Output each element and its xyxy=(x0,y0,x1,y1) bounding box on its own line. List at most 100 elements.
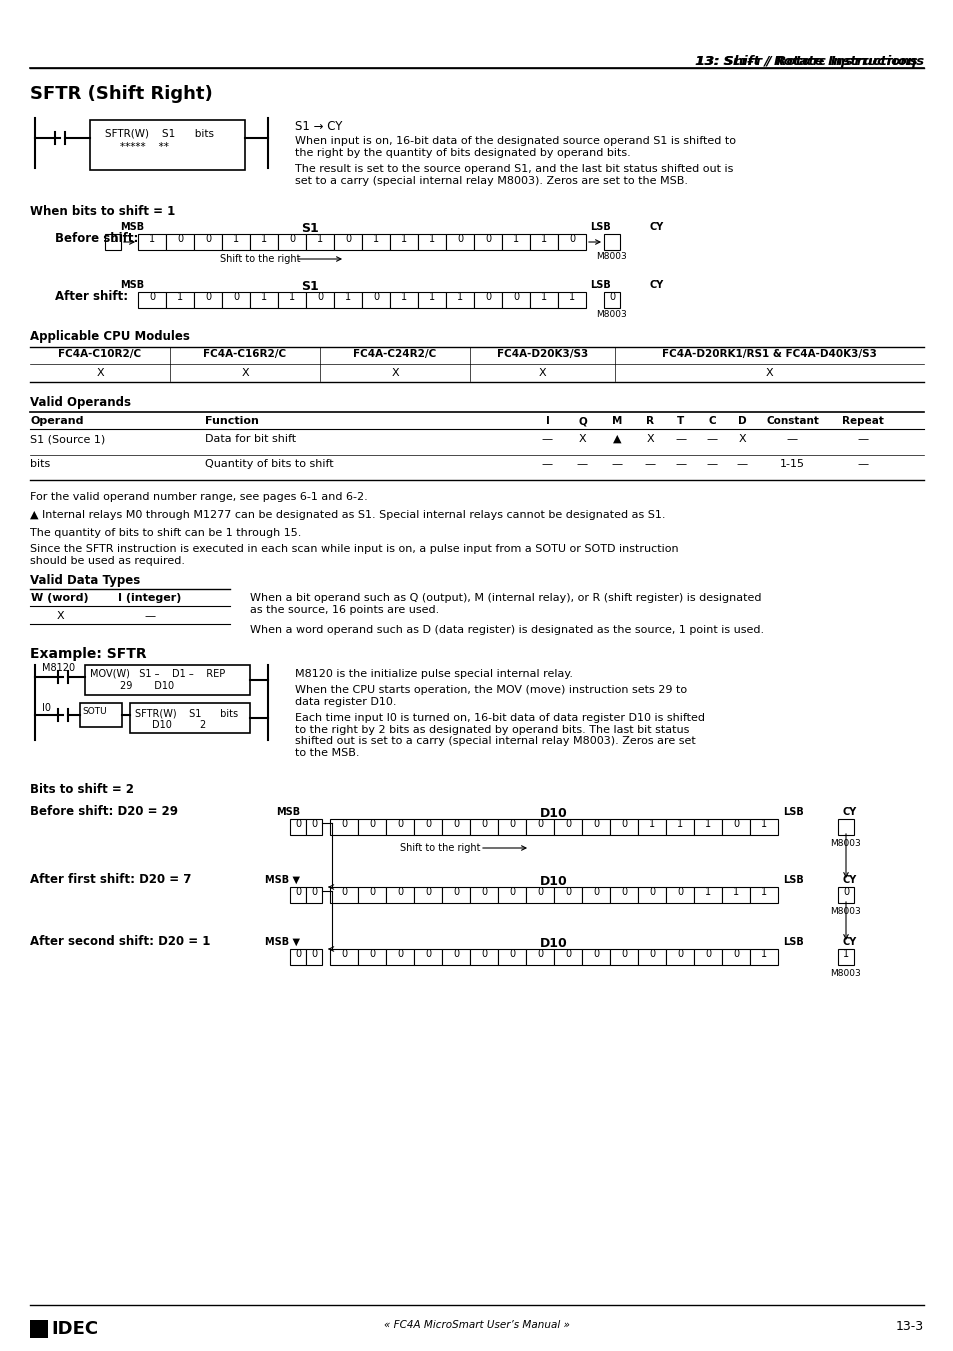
Text: 0: 0 xyxy=(593,819,598,830)
Bar xyxy=(417,234,446,250)
Text: 0: 0 xyxy=(704,948,710,959)
Bar xyxy=(361,234,390,250)
Text: LSB: LSB xyxy=(782,875,803,885)
Bar xyxy=(330,888,357,902)
Bar xyxy=(721,948,749,965)
Text: 0: 0 xyxy=(842,888,848,897)
Bar xyxy=(497,819,525,835)
Bar xyxy=(470,819,497,835)
Text: ▲: ▲ xyxy=(613,434,621,444)
Text: D: D xyxy=(737,416,745,426)
Text: 1: 1 xyxy=(513,234,518,245)
Bar xyxy=(330,819,357,835)
Text: 1: 1 xyxy=(429,292,435,303)
Bar xyxy=(558,292,585,308)
Text: W (word): W (word) xyxy=(31,593,89,603)
Text: When a word operand such as D (data register) is designated as the source, 1 poi: When a word operand such as D (data regi… xyxy=(250,626,763,635)
Text: —: — xyxy=(857,434,867,444)
Text: 13: Shift / Rotate Instructions: 13: Shift / Rotate Instructions xyxy=(696,54,917,68)
Text: D10: D10 xyxy=(539,875,567,888)
Bar xyxy=(581,819,609,835)
Bar xyxy=(330,948,357,965)
Text: 1: 1 xyxy=(540,292,546,303)
Bar xyxy=(30,1320,48,1337)
Text: Shift to the right: Shift to the right xyxy=(399,843,480,852)
Bar xyxy=(386,819,414,835)
Text: 1: 1 xyxy=(677,819,682,830)
Text: LSB: LSB xyxy=(782,938,803,947)
Bar xyxy=(386,888,414,902)
Text: —: — xyxy=(706,459,717,469)
Bar xyxy=(497,948,525,965)
Text: 0: 0 xyxy=(424,888,431,897)
Bar xyxy=(414,948,441,965)
Bar xyxy=(334,292,361,308)
Text: —: — xyxy=(541,459,553,469)
Text: 0: 0 xyxy=(340,948,347,959)
Text: D10         2: D10 2 xyxy=(152,720,206,730)
Text: Data for bit shift: Data for bit shift xyxy=(205,434,295,444)
Text: 1: 1 xyxy=(704,819,710,830)
Bar xyxy=(441,948,470,965)
Text: M8120 is the initialize pulse special internal relay.: M8120 is the initialize pulse special in… xyxy=(294,669,573,680)
Text: Bits to shift = 2: Bits to shift = 2 xyxy=(30,784,133,796)
Text: Quantity of bits to shift: Quantity of bits to shift xyxy=(205,459,334,469)
Text: 0: 0 xyxy=(369,888,375,897)
Text: 0: 0 xyxy=(311,948,316,959)
Text: 1: 1 xyxy=(261,234,267,245)
Text: 0: 0 xyxy=(294,948,301,959)
Text: 0: 0 xyxy=(205,234,211,245)
Text: LSB: LSB xyxy=(589,222,610,232)
Bar xyxy=(90,120,245,170)
Text: 0: 0 xyxy=(453,888,458,897)
Text: 1-15: 1-15 xyxy=(780,459,804,469)
Text: 0: 0 xyxy=(508,948,515,959)
Text: FC4A-C10R2/C: FC4A-C10R2/C xyxy=(58,349,141,359)
Bar xyxy=(530,292,558,308)
Text: MSB: MSB xyxy=(120,222,144,232)
Text: 0: 0 xyxy=(233,292,239,303)
Text: Operand: Operand xyxy=(30,416,84,426)
Text: —: — xyxy=(786,434,798,444)
Bar xyxy=(609,819,638,835)
Text: 1: 1 xyxy=(540,234,546,245)
Bar xyxy=(441,819,470,835)
Text: 29       D10: 29 D10 xyxy=(120,681,174,690)
Text: 0: 0 xyxy=(648,948,655,959)
Text: 0: 0 xyxy=(311,888,316,897)
Bar xyxy=(525,819,554,835)
Bar xyxy=(837,948,853,965)
Bar xyxy=(749,888,778,902)
Bar xyxy=(441,888,470,902)
Text: Function: Function xyxy=(205,416,258,426)
Text: SOTU: SOTU xyxy=(82,707,107,716)
Text: 13:: 13: xyxy=(896,51,923,65)
Bar xyxy=(306,819,322,835)
Text: M8003: M8003 xyxy=(596,309,627,319)
Text: 1: 1 xyxy=(233,234,239,245)
Text: 1: 1 xyxy=(149,234,155,245)
Text: S1: S1 xyxy=(301,280,318,293)
Bar xyxy=(386,948,414,965)
Text: —: — xyxy=(611,459,622,469)
Text: When bits to shift = 1: When bits to shift = 1 xyxy=(30,205,175,218)
Text: —: — xyxy=(706,434,717,444)
Text: When the CPU starts operation, the MOV (move) instruction sets 29 to
data regist: When the CPU starts operation, the MOV (… xyxy=(294,685,686,707)
Text: 0: 0 xyxy=(480,948,487,959)
Text: 0: 0 xyxy=(205,292,211,303)
Bar xyxy=(222,292,250,308)
Text: MSB: MSB xyxy=(275,807,299,817)
Text: —: — xyxy=(675,434,686,444)
Text: 1: 1 xyxy=(760,948,766,959)
Bar xyxy=(306,948,322,965)
Text: MSB ▼: MSB ▼ xyxy=(265,938,299,947)
Text: 0: 0 xyxy=(480,819,487,830)
Text: —: — xyxy=(577,459,587,469)
Text: 0: 0 xyxy=(677,888,682,897)
Text: —: — xyxy=(541,434,553,444)
Text: 13-3: 13-3 xyxy=(895,1320,923,1333)
Text: 0: 0 xyxy=(396,948,402,959)
Text: Valid Data Types: Valid Data Types xyxy=(30,574,140,586)
Text: 0: 0 xyxy=(373,292,378,303)
Bar xyxy=(290,888,306,902)
